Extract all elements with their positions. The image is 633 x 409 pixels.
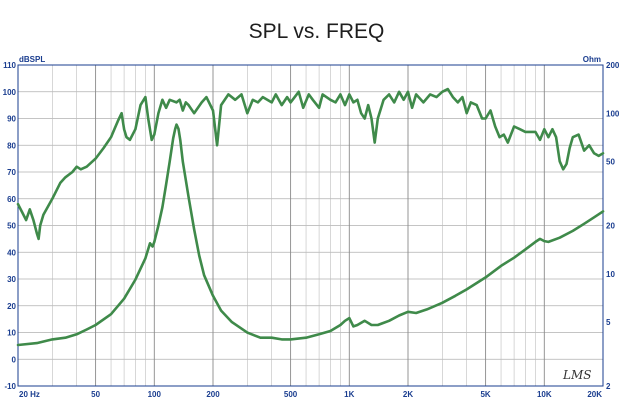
y-left-tick-label: 10 (7, 329, 16, 338)
x-tick-label: 20K (587, 390, 602, 399)
x-tick-label: 20 Hz (19, 390, 40, 399)
spl-series-line (16, 87, 605, 241)
x-tick-label: 5K (480, 390, 490, 399)
y-left-tick-label: -10 (4, 382, 16, 391)
x-tick-label: 100 (148, 390, 162, 399)
plot-frame (17, 64, 604, 387)
x-ticks: 20 Hz 50 100 200 500 1K 2K 5K 10K 20K (19, 390, 602, 399)
y-left-tick-label: 110 (3, 61, 16, 70)
y-left-tick-label: 20 (7, 302, 16, 311)
y-left-tick-label: 100 (3, 88, 17, 97)
y-right-tick-label: 5 (606, 318, 611, 327)
y-right-tick-label: 200 (606, 61, 620, 70)
x-tick-label: 2K (403, 390, 413, 399)
y-right-tick-label: 2 (606, 382, 611, 391)
chart-title: SPL vs. FREQ (248, 20, 385, 43)
impedance-series-line (16, 123, 605, 347)
x-tick-label: 500 (284, 390, 298, 399)
y-right-tick-label: 100 (606, 109, 620, 118)
y-right-tick-label: 50 (606, 158, 615, 167)
y-left-tick-label: 60 (7, 195, 16, 204)
y-right-ticks: 200 100 50 20 10 5 2 (606, 61, 620, 391)
y-left-tick-label: 90 (7, 115, 16, 124)
lms-signature: LMS (562, 368, 591, 382)
y-left-tick-label: 0 (12, 355, 17, 364)
y-left-tick-label: 80 (7, 141, 16, 150)
x-tick-label: 50 (91, 390, 100, 399)
y-left-unit-label: dBSPL (19, 55, 45, 64)
x-tick-label: 10K (537, 390, 552, 399)
y-left-tick-label: 30 (7, 275, 16, 284)
y-right-unit-label: Ohm (583, 55, 601, 64)
y-left-tick-label: 70 (7, 168, 16, 177)
y-right-tick-label: 20 (606, 222, 615, 231)
y-left-tick-label: 50 (7, 222, 16, 231)
x-tick-label: 200 (206, 390, 220, 399)
y-right-tick-label: 10 (606, 270, 615, 279)
y-left-tick-label: 40 (7, 248, 16, 257)
series-layer (16, 87, 605, 347)
x-tick-label: 1K (344, 390, 354, 399)
